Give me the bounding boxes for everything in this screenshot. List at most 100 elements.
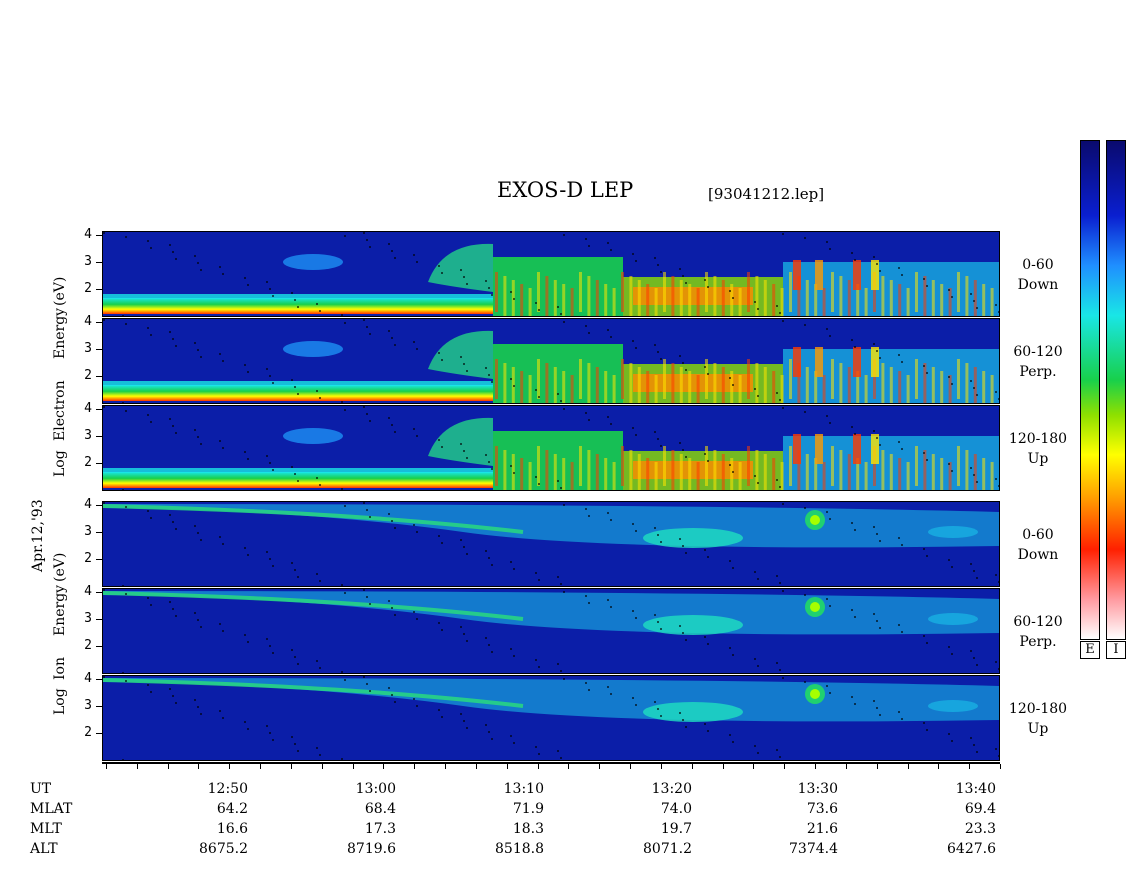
noise-speck bbox=[219, 440, 221, 442]
burst bbox=[853, 260, 861, 290]
noise-speck bbox=[272, 469, 274, 471]
striation bbox=[856, 284, 860, 316]
noise-speck bbox=[682, 362, 684, 364]
noise-speck bbox=[169, 688, 171, 690]
noise-speck bbox=[316, 573, 318, 575]
noise-speck bbox=[169, 331, 171, 333]
striation bbox=[679, 454, 683, 490]
striation bbox=[503, 450, 507, 490]
noise-speck bbox=[441, 272, 443, 274]
noise-speck bbox=[150, 334, 152, 336]
striation bbox=[780, 288, 784, 316]
noise-speck bbox=[563, 321, 565, 323]
noise-speck bbox=[366, 683, 368, 685]
striation bbox=[805, 367, 809, 403]
ion-patch bbox=[928, 526, 978, 538]
noise-speck bbox=[413, 341, 415, 343]
noise-speck bbox=[416, 261, 418, 263]
noise-speck bbox=[491, 564, 493, 566]
noise-speck bbox=[976, 307, 978, 309]
striation bbox=[621, 359, 624, 399]
noise-speck bbox=[200, 539, 202, 541]
noise-speck bbox=[535, 572, 537, 574]
noise-speck bbox=[854, 259, 856, 261]
noise-speck bbox=[491, 381, 493, 383]
x-tick bbox=[691, 764, 693, 769]
noise-speck bbox=[704, 279, 706, 281]
striation bbox=[721, 367, 725, 403]
y-tick bbox=[96, 235, 102, 236]
pitch-range: 60-120 bbox=[1013, 614, 1063, 630]
noise-speck bbox=[876, 437, 878, 439]
noise-speck bbox=[341, 401, 343, 403]
striation bbox=[957, 446, 960, 486]
noise-speck bbox=[951, 566, 953, 568]
noise-speck bbox=[175, 615, 177, 617]
noise-speck bbox=[829, 518, 831, 520]
x-tick bbox=[352, 764, 354, 769]
noise-speck bbox=[754, 571, 756, 573]
noise-speck bbox=[319, 667, 321, 669]
noise-speck bbox=[363, 232, 365, 234]
noise-speck bbox=[125, 410, 127, 412]
noise-speck bbox=[901, 631, 903, 633]
noise-speck bbox=[826, 685, 828, 687]
noise-speck bbox=[757, 665, 759, 667]
x-tick bbox=[229, 764, 231, 769]
noise-speck bbox=[535, 746, 537, 748]
noise-speck bbox=[416, 618, 418, 620]
ephemeris-mlt-value: 16.6 bbox=[216, 821, 248, 837]
noise-speck bbox=[998, 311, 999, 313]
noise-speck bbox=[826, 511, 828, 513]
noise-speck bbox=[607, 686, 609, 688]
burst bbox=[793, 347, 801, 377]
noise-speck bbox=[388, 330, 390, 332]
noise-speck bbox=[363, 502, 365, 504]
noise-speck bbox=[366, 509, 368, 511]
striation bbox=[856, 371, 860, 403]
noise-speck bbox=[219, 353, 221, 355]
noise-speck bbox=[607, 599, 609, 601]
noise-speck bbox=[826, 328, 828, 330]
striation bbox=[553, 367, 557, 403]
noise-speck bbox=[901, 361, 903, 363]
striation bbox=[545, 363, 549, 403]
noise-speck bbox=[438, 709, 440, 711]
striation bbox=[789, 359, 792, 399]
noise-speck bbox=[976, 394, 978, 396]
noise-speck bbox=[266, 638, 268, 640]
noise-speck bbox=[779, 669, 781, 671]
noise-speck bbox=[316, 390, 318, 392]
noise-speck bbox=[898, 354, 900, 356]
striation bbox=[797, 276, 801, 316]
ephemeris-mlat-value: 73.6 bbox=[806, 801, 838, 817]
noise-speck bbox=[538, 309, 540, 311]
noise-speck bbox=[535, 476, 537, 478]
noise-speck bbox=[175, 258, 177, 260]
striation bbox=[503, 363, 507, 403]
noise-speck bbox=[175, 528, 177, 530]
striation bbox=[822, 375, 826, 403]
noise-speck bbox=[244, 721, 246, 723]
noise-speck bbox=[851, 522, 853, 524]
ion-panel-60-120 bbox=[102, 588, 1000, 674]
noise-speck bbox=[172, 425, 174, 427]
noise-speck bbox=[826, 415, 828, 417]
striation bbox=[814, 458, 818, 490]
noise-speck bbox=[316, 477, 318, 479]
striation bbox=[965, 363, 969, 403]
noise-speck bbox=[829, 692, 831, 694]
ion-axis-ion: Ion bbox=[52, 657, 68, 680]
noise-speck bbox=[194, 525, 196, 527]
noise-speck bbox=[729, 377, 731, 379]
noise-speck bbox=[804, 507, 806, 509]
striation bbox=[738, 288, 742, 316]
striation bbox=[763, 454, 767, 490]
noise-speck bbox=[510, 291, 512, 293]
noise-speck bbox=[854, 703, 856, 705]
ion-patch bbox=[928, 700, 978, 712]
noise-speck bbox=[122, 315, 124, 316]
noise-speck bbox=[826, 241, 828, 243]
noise-speck bbox=[363, 406, 365, 408]
noise-speck bbox=[948, 289, 950, 291]
